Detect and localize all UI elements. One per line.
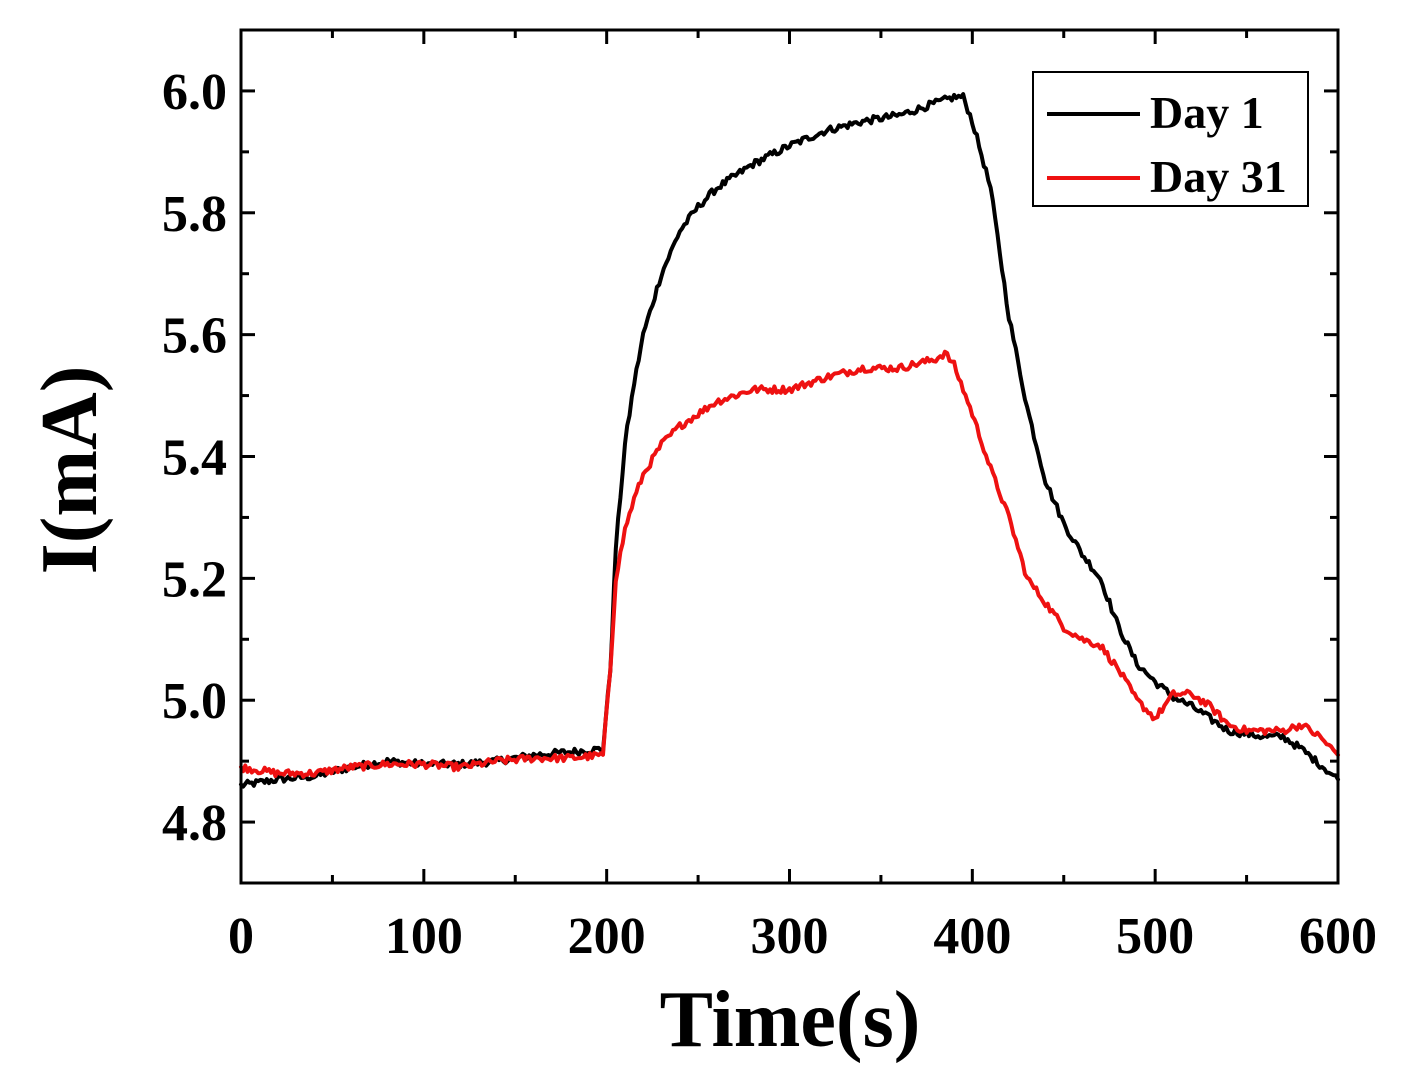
y-axis-title: I(mA) <box>26 366 114 575</box>
y-tick-label: 6.0 <box>162 64 227 121</box>
y-tick-labels: 4.8 5.0 5.2 5.4 5.6 5.8 6.0 <box>162 64 227 852</box>
x-tick-label: 500 <box>1116 908 1194 965</box>
x-tick-label: 100 <box>385 908 463 965</box>
y-tick-label: 5.6 <box>162 308 227 365</box>
ticks-layer <box>239 30 1340 883</box>
y-tick-label: 5.2 <box>162 551 227 608</box>
y-tick-label: 5.8 <box>162 186 227 243</box>
x-tick-label: 200 <box>568 908 646 965</box>
y-tick-label: 5.4 <box>162 430 227 487</box>
x-axis-title: Time(s) <box>660 976 921 1064</box>
x-tick-label: 300 <box>751 908 829 965</box>
x-tick-label: 600 <box>1299 908 1377 965</box>
legend-label-day-1: Day 1 <box>1150 87 1264 138</box>
legend-label-day-31: Day 31 <box>1150 151 1287 202</box>
series-line-day-31 <box>239 349 1340 779</box>
x-tick-label: 0 <box>228 908 254 965</box>
legend: Day 1 Day 31 <box>1032 71 1309 207</box>
x-tick-label: 400 <box>933 908 1011 965</box>
legend-box <box>1032 71 1309 207</box>
series-layer <box>239 92 1340 789</box>
x-tick-labels: 0 100 200 300 400 500 600 <box>228 908 1377 965</box>
y-tick-label: 5.0 <box>162 673 227 730</box>
y-tick-label: 4.8 <box>162 795 227 852</box>
